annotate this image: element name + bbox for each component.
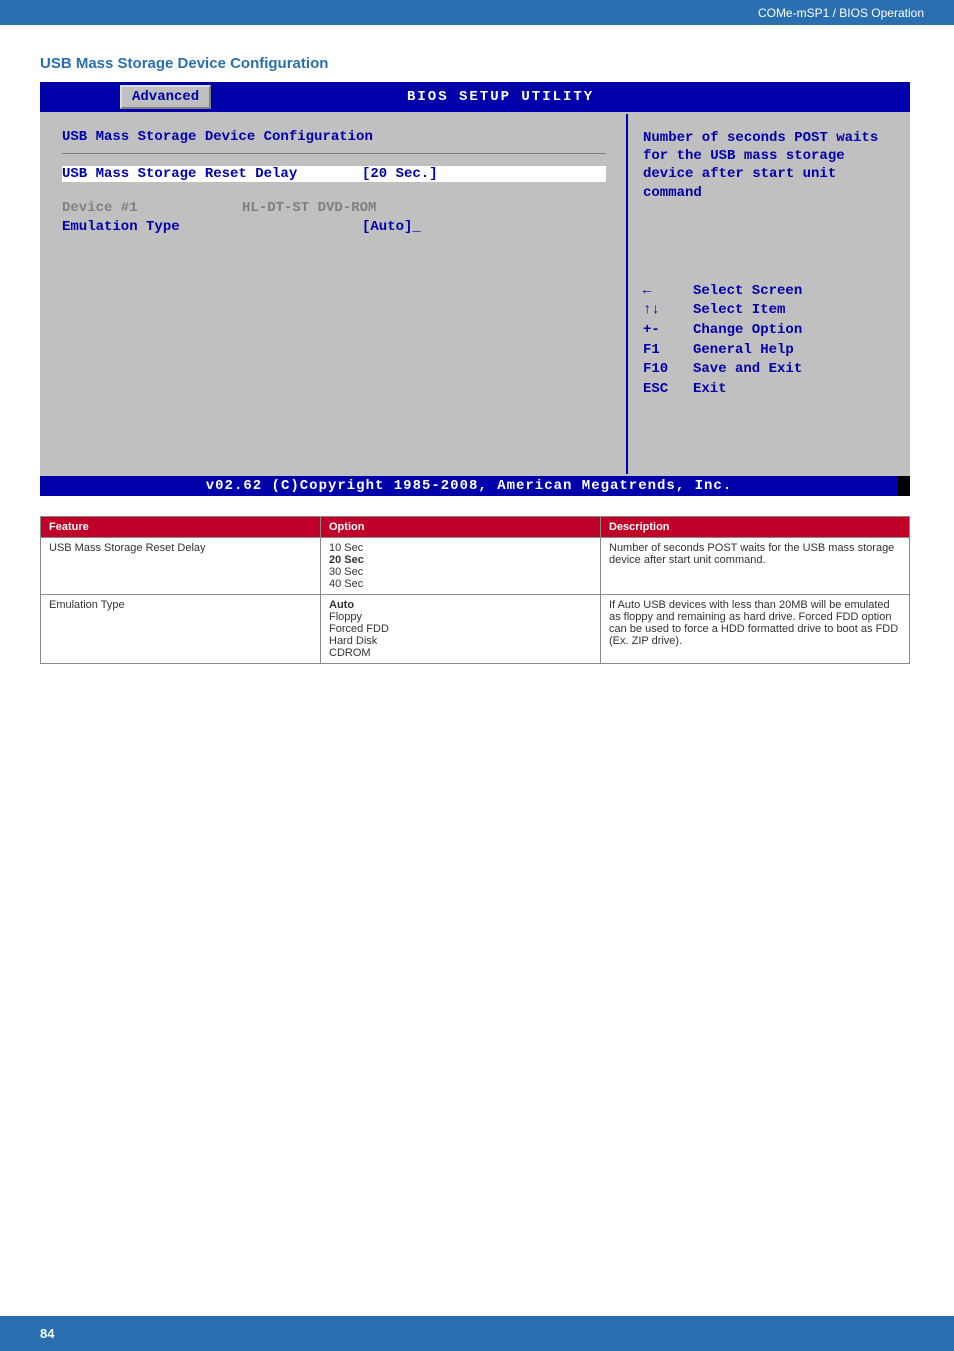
bios-key: ESC [643,380,693,400]
bios-setting-row[interactable]: Emulation Type[Auto]_ [62,219,606,235]
table-header: Option [321,517,601,538]
bios-key-row: ↑↓Select Item [643,301,893,321]
section-title: USB Mass Storage Device Configuration [40,55,914,72]
bios-key-action: Select Item [693,301,785,321]
bios-screenshot: Advanced BIOS SETUP UTILITY USB Mass Sto… [40,82,910,496]
bios-footer-end [898,476,910,496]
bios-key: ↑↓ [643,301,693,321]
feature-cell: USB Mass Storage Reset Delay [41,538,321,595]
bios-key-action: Select Screen [693,282,802,302]
bios-footer: v02.62 (C)Copyright 1985-2008, American … [40,476,910,496]
bios-key-row: ←Select Screen [643,282,893,302]
breadcrumb: COMe-mSP1 / BIOS Operation [758,6,924,20]
bios-key: +- [643,321,693,341]
bios-setting-value: [20 Sec.] [362,166,438,182]
feature-table: FeatureOptionDescription USB Mass Storag… [40,516,910,664]
bios-left-panel: USB Mass Storage Device Configuration US… [42,114,628,474]
bios-body: USB Mass Storage Device Configuration US… [40,112,910,476]
bios-key-row: ESCExit [643,380,893,400]
bios-setting-label: Device #1 [62,200,242,216]
bios-key-action: Save and Exit [693,360,802,380]
table-row: USB Mass Storage Reset Delay10 Sec20 Sec… [41,538,910,595]
page-header: COMe-mSP1 / BIOS Operation [0,0,954,25]
description-cell: Number of seconds POST waits for the USB… [601,538,910,595]
bios-title: BIOS SETUP UTILITY [211,89,910,105]
bios-help-text: Number of seconds POST waits for the USB… [643,129,893,202]
bios-key-row: +-Change Option [643,321,893,341]
bios-setting-value: HL-DT-ST DVD-ROM [242,200,376,216]
bios-key-row: F1General Help [643,341,893,361]
bios-setting-value: [Auto]_ [362,219,421,235]
table-row: Emulation TypeAutoFloppyForced FDDHard D… [41,595,910,664]
bios-setting-label: USB Mass Storage Reset Delay [62,166,362,182]
bios-key-action: General Help [693,341,794,361]
bios-setting-row[interactable]: USB Mass Storage Reset Delay[20 Sec.] [62,166,606,182]
bios-setting-label: Emulation Type [62,219,362,235]
bios-key: F1 [643,341,693,361]
feature-cell: Emulation Type [41,595,321,664]
description-cell: If Auto USB devices with less than 20MB … [601,595,910,664]
bios-right-panel: Number of seconds POST waits for the USB… [628,114,908,474]
bios-divider [62,153,606,154]
option-cell: AutoFloppyForced FDDHard DiskCDROM [321,595,601,664]
bios-tab-advanced[interactable]: Advanced [120,85,211,109]
bios-copyright: v02.62 (C)Copyright 1985-2008, American … [40,476,898,496]
bios-setting-row[interactable]: Device #1HL-DT-ST DVD-ROM [62,200,606,216]
page-number: 84 [40,1326,54,1341]
bios-title-row: Advanced BIOS SETUP UTILITY [40,82,910,112]
bios-key: ← [643,282,693,302]
bios-keys: ←Select Screen↑↓Select Item+-Change Opti… [643,282,893,400]
bios-key-action: Exit [693,380,727,400]
option-cell: 10 Sec20 Sec30 Sec40 Sec [321,538,601,595]
table-header: Description [601,517,910,538]
bios-key-action: Change Option [693,321,802,341]
page-footer: 84 [0,1316,954,1351]
bios-key: F10 [643,360,693,380]
bios-config-heading: USB Mass Storage Device Configuration [62,129,606,145]
content-area: USB Mass Storage Device Configuration Ad… [0,25,954,694]
table-header: Feature [41,517,321,538]
bios-key-row: F10Save and Exit [643,360,893,380]
